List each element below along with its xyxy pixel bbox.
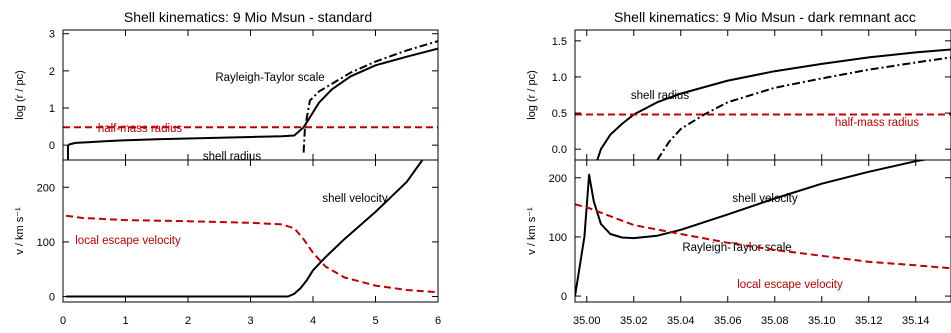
x-tick-label: 0 [60, 315, 66, 327]
panel-0-0: shell radius Rayleigh-Taylor scale half-ma… [14, 29, 439, 163]
y-tick-label: 200 [37, 182, 55, 194]
chart-layer: shell radius Rayleigh-Taylor scale half-ma… [14, 29, 951, 327]
x-tick-label: 35.10 [808, 315, 836, 327]
x-tick-label: 35.06 [714, 315, 742, 327]
x-tick-label: 6 [435, 315, 441, 327]
series-half-mass-radius-label: half-mass radius [98, 123, 183, 135]
series-shell-velocity-label: shell velocity [322, 193, 387, 205]
panel-1-0: shell radius Rayleigh-Taylor scale half-ma… [526, 29, 951, 254]
y-tick-label: 100 [37, 237, 55, 249]
chart-0: shell radius Rayleigh-Taylor scale half-ma… [14, 29, 441, 327]
y-tick-label: 1.5 [552, 36, 567, 48]
chart-1: shell radius Rayleigh-Taylor scale half-ma… [526, 29, 951, 327]
series-local-escape-velocity-label: local escape velocity [75, 235, 181, 247]
panel-1-1: shell velocity local escape velocity 0 100 2… [526, 159, 951, 303]
y-tick-label: 100 [549, 232, 567, 244]
series-local-escape-velocity-line [575, 203, 951, 270]
y-axis-label: v / km s⁻¹ [14, 207, 26, 255]
y-tick-label: 0.0 [552, 144, 567, 156]
y-tick-label: 1.0 [552, 72, 567, 84]
y-axis-label: log (r / pc) [526, 70, 538, 120]
x-tick-label: 35.02 [620, 315, 648, 327]
series-rayleigh-taylor-scale-line [302, 40, 438, 153]
y-tick-label: 2 [49, 66, 55, 78]
x-tick-label: 35.12 [855, 315, 883, 327]
y-axis-label: v / km s⁻¹ [526, 207, 538, 255]
series-local-escape-velocity-line [65, 214, 438, 294]
y-tick-label: 3 [49, 29, 55, 41]
series-shell-radius-label: shell radius [203, 151, 261, 163]
series-shell-velocity-line [575, 160, 929, 297]
x-tick-label: 3 [247, 315, 253, 327]
y-tick-label: 0 [49, 140, 55, 152]
series-local-escape-velocity-label: local escape velocity [737, 279, 843, 291]
right-chart-title: Shell kinematics: 9 Mio Msun - dark remn… [614, 9, 916, 25]
left-chart-title: Shell kinematics: 9 Mio Msun - standard [124, 9, 372, 25]
x-tick-label: 5 [372, 315, 378, 327]
y-tick-label: 200 [549, 173, 567, 185]
x-tick-label: 35.14 [902, 315, 930, 327]
series-shell-radius-line [67, 47, 438, 160]
series-shell-velocity-line [66, 160, 424, 298]
x-tick-label: 35.00 [573, 315, 601, 327]
y-tick-label: 0.5 [552, 108, 567, 120]
panel-0-1: shell velocity local escape velocity 0 100 2… [14, 159, 439, 304]
y-axis-label: log (r / pc) [14, 70, 26, 120]
series-rayleigh-taylor-scale-line [656, 56, 951, 160]
x-tick-label: 4 [310, 315, 316, 327]
panel-frame [62, 159, 439, 303]
series-half-mass-radius-label: half-mass radius [835, 117, 920, 129]
series-rayleigh-taylor-scale-label: Rayleigh-Taylor scale [215, 72, 324, 84]
y-tick-label: 1 [49, 103, 55, 115]
x-tick-label: 35.04 [667, 315, 695, 327]
y-tick-label: 0 [49, 292, 55, 304]
panel-frame [574, 159, 951, 303]
series-rayleigh-taylor-scale-label: Rayleigh-Taylor scale [682, 242, 791, 254]
x-tick-label: 35.08 [761, 315, 789, 327]
series-shell-radius-line [596, 48, 951, 160]
y-tick-label: 0 [561, 291, 567, 303]
series-shell-radius-label: shell radius [631, 90, 689, 102]
x-tick-label: 2 [185, 315, 191, 327]
x-tick-label: 1 [122, 315, 128, 327]
series-shell-velocity-label: shell velocity [732, 193, 797, 205]
